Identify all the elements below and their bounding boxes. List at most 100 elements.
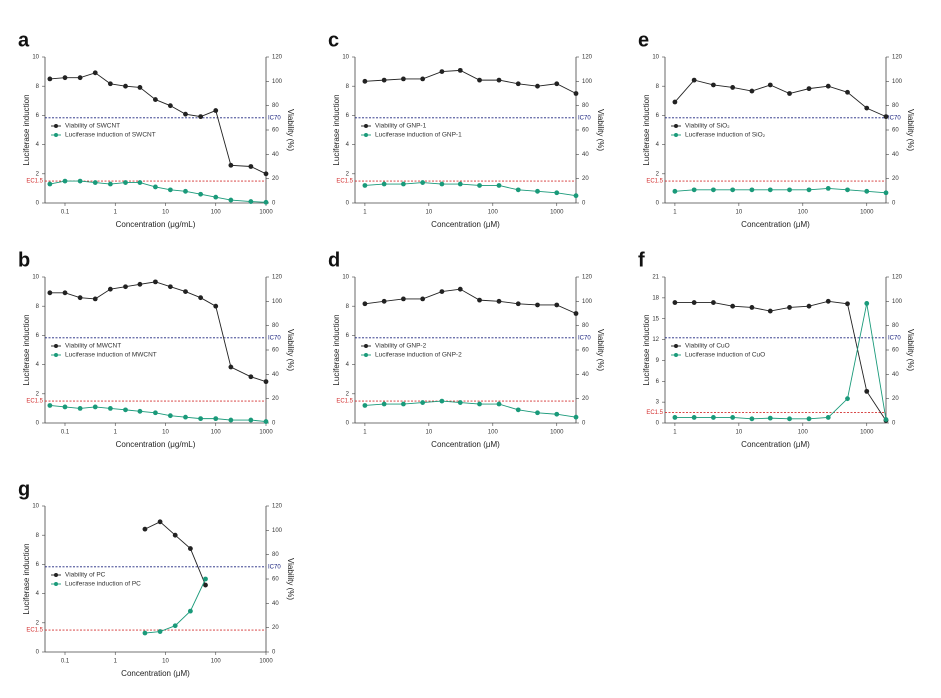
y2-tick-label: 0 xyxy=(892,421,896,427)
data-point xyxy=(711,415,716,420)
y-tick-label: 12 xyxy=(652,337,659,343)
data-point xyxy=(672,99,678,105)
x-axis-title: Concentration (μM) xyxy=(431,220,500,229)
data-point xyxy=(864,301,870,306)
data-point xyxy=(107,406,113,411)
y-tick-label: 6 xyxy=(656,113,660,119)
data-point xyxy=(228,364,234,370)
data-point xyxy=(554,81,560,87)
data-point xyxy=(183,111,188,117)
y-tick-label: 18 xyxy=(652,295,659,301)
data-point xyxy=(172,532,178,538)
y-tick-label: 0 xyxy=(36,201,40,207)
data-point xyxy=(825,186,831,191)
data-point xyxy=(381,298,387,304)
y-tick-label: 6 xyxy=(36,333,40,339)
y2-tick-label: 60 xyxy=(582,128,589,134)
y2-tick-label: 120 xyxy=(272,55,283,61)
data-point xyxy=(730,415,736,420)
y2-tick-label: 120 xyxy=(582,275,593,281)
y-axis-title: Luciferase induction xyxy=(642,314,651,385)
y2-axis-title: Viability (%) xyxy=(596,329,605,371)
y2-tick-label: 20 xyxy=(582,176,589,182)
data-point xyxy=(228,417,234,423)
data-point xyxy=(825,298,831,304)
data-point xyxy=(77,75,83,81)
reference-label: EC1.5 xyxy=(26,399,43,405)
y2-tick-label: 80 xyxy=(892,323,899,329)
data-point xyxy=(401,401,406,407)
data-point xyxy=(62,404,68,410)
legend-marker xyxy=(364,133,368,137)
legend-label: Luciferase induction of SiO₂ xyxy=(685,132,766,139)
legend-label: Viability of GNP-2 xyxy=(375,343,427,350)
series-line xyxy=(674,187,887,194)
x-tick-label: 1000 xyxy=(259,210,273,216)
y-tick-label: 10 xyxy=(32,55,39,61)
data-point xyxy=(554,411,560,417)
data-point xyxy=(198,416,204,422)
x-tick-label: 1000 xyxy=(550,430,564,436)
data-point xyxy=(153,97,158,102)
data-point xyxy=(535,410,540,416)
y-tick-label: 2 xyxy=(36,620,40,626)
data-point xyxy=(845,301,850,307)
data-point xyxy=(864,105,870,111)
data-point xyxy=(187,608,193,614)
series-line xyxy=(674,303,887,420)
data-point xyxy=(672,300,678,305)
y-tick-label: 2 xyxy=(346,391,350,397)
y2-axis-title: Viability (%) xyxy=(906,109,915,151)
x-tick-label: 1 xyxy=(363,430,367,436)
legend-label: Viability of GNP-1 xyxy=(375,123,427,130)
data-point xyxy=(477,77,482,83)
y-axis-title: Luciferase induction xyxy=(332,94,341,165)
legend-marker xyxy=(54,353,58,357)
data-point xyxy=(47,403,53,408)
data-point xyxy=(263,171,269,177)
y-tick-label: 4 xyxy=(36,591,40,597)
legend-label: Luciferase induction of MWCNT xyxy=(65,352,157,359)
y2-tick-label: 80 xyxy=(582,323,589,329)
y-axis-title: Luciferase induction xyxy=(22,94,31,165)
data-point xyxy=(362,301,368,307)
data-point xyxy=(172,623,178,629)
data-point xyxy=(263,199,269,205)
y-tick-label: 0 xyxy=(656,201,660,207)
data-point xyxy=(167,103,173,109)
data-point xyxy=(362,183,368,188)
y2-tick-label: 20 xyxy=(892,396,899,402)
data-point xyxy=(730,85,736,90)
data-point xyxy=(573,414,579,420)
reference-label: IC70 xyxy=(268,115,281,121)
data-point xyxy=(457,67,463,73)
data-point xyxy=(228,162,234,168)
y-tick-label: 10 xyxy=(342,275,349,281)
data-point xyxy=(62,75,68,81)
data-point xyxy=(123,284,128,290)
x-tick-label: 1000 xyxy=(860,430,874,436)
y2-tick-label: 60 xyxy=(892,348,899,354)
x-tick-label: 10 xyxy=(736,430,743,436)
x-tick-label: 100 xyxy=(211,430,222,436)
y-tick-label: 8 xyxy=(36,304,40,310)
y2-tick-label: 40 xyxy=(272,372,279,378)
y-tick-label: 0 xyxy=(656,421,660,427)
y2-tick-label: 40 xyxy=(582,152,589,158)
data-point xyxy=(845,89,850,95)
legend-label: Luciferase induction of CuO xyxy=(685,352,765,359)
y-tick-label: 10 xyxy=(342,55,349,61)
panel-letter: a xyxy=(18,29,30,51)
y2-tick-label: 40 xyxy=(272,152,279,158)
reference-label: EC1.5 xyxy=(646,410,663,416)
data-point xyxy=(213,416,219,422)
data-point xyxy=(401,76,406,82)
reference-label: IC70 xyxy=(888,335,901,341)
y2-tick-label: 20 xyxy=(892,176,899,182)
data-point xyxy=(92,296,98,302)
x-tick-label: 0.1 xyxy=(61,659,70,665)
data-point xyxy=(787,187,792,193)
